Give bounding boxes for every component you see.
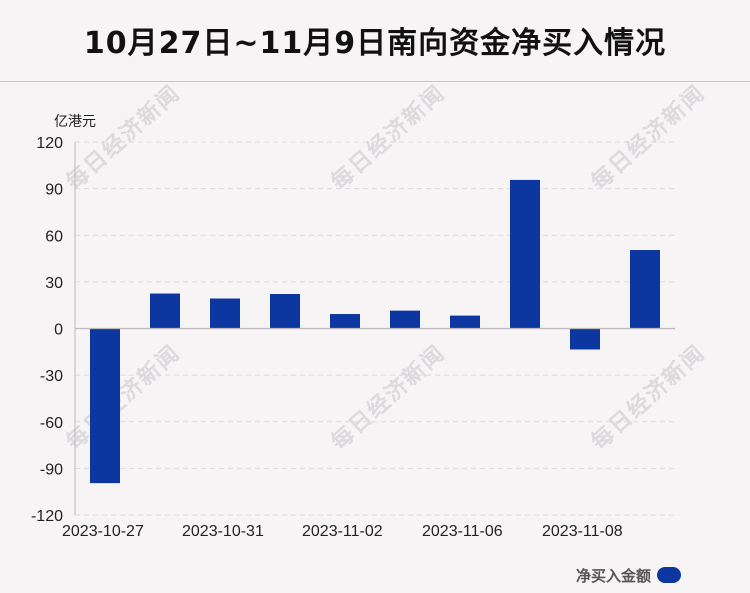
x-tick-label: 2023-11-02 [302,523,383,540]
y-tick-label: -120 [31,508,63,525]
y-tick-label: -90 [40,461,63,478]
bar [210,298,240,329]
y-tick-label: 90 [45,182,63,199]
x-tick-label: 2023-11-08 [542,523,623,540]
y-tick-label: -60 [40,415,63,432]
x-tick-label: 2023-11-06 [422,523,503,540]
y-tick-label: 0 [54,322,63,339]
y-tick-label: -30 [40,368,63,385]
bar [90,328,120,484]
y-tick-label: 120 [36,135,63,152]
bar [150,293,180,329]
x-tick-label: 2023-10-27 [62,523,144,540]
y-tick-label: 30 [45,275,63,292]
header: 10月27日~11月9日南向资金净买入情况 [0,0,750,82]
chart-title: 10月27日~11月9日南向资金净买入情况 [83,26,667,61]
bar [510,179,540,329]
legend-swatch [657,567,682,583]
bar [270,293,300,329]
bar [390,310,420,329]
legend: 净买入金额 [576,565,682,585]
y-tick-label: 60 [45,228,63,245]
legend-label: 净买入金额 [576,566,652,585]
bar [450,315,480,329]
x-tick-label: 2023-10-31 [182,523,264,540]
y-axis-unit: 亿港元 [54,114,96,130]
bar [630,250,660,329]
bar [570,328,600,350]
bar [330,314,360,329]
